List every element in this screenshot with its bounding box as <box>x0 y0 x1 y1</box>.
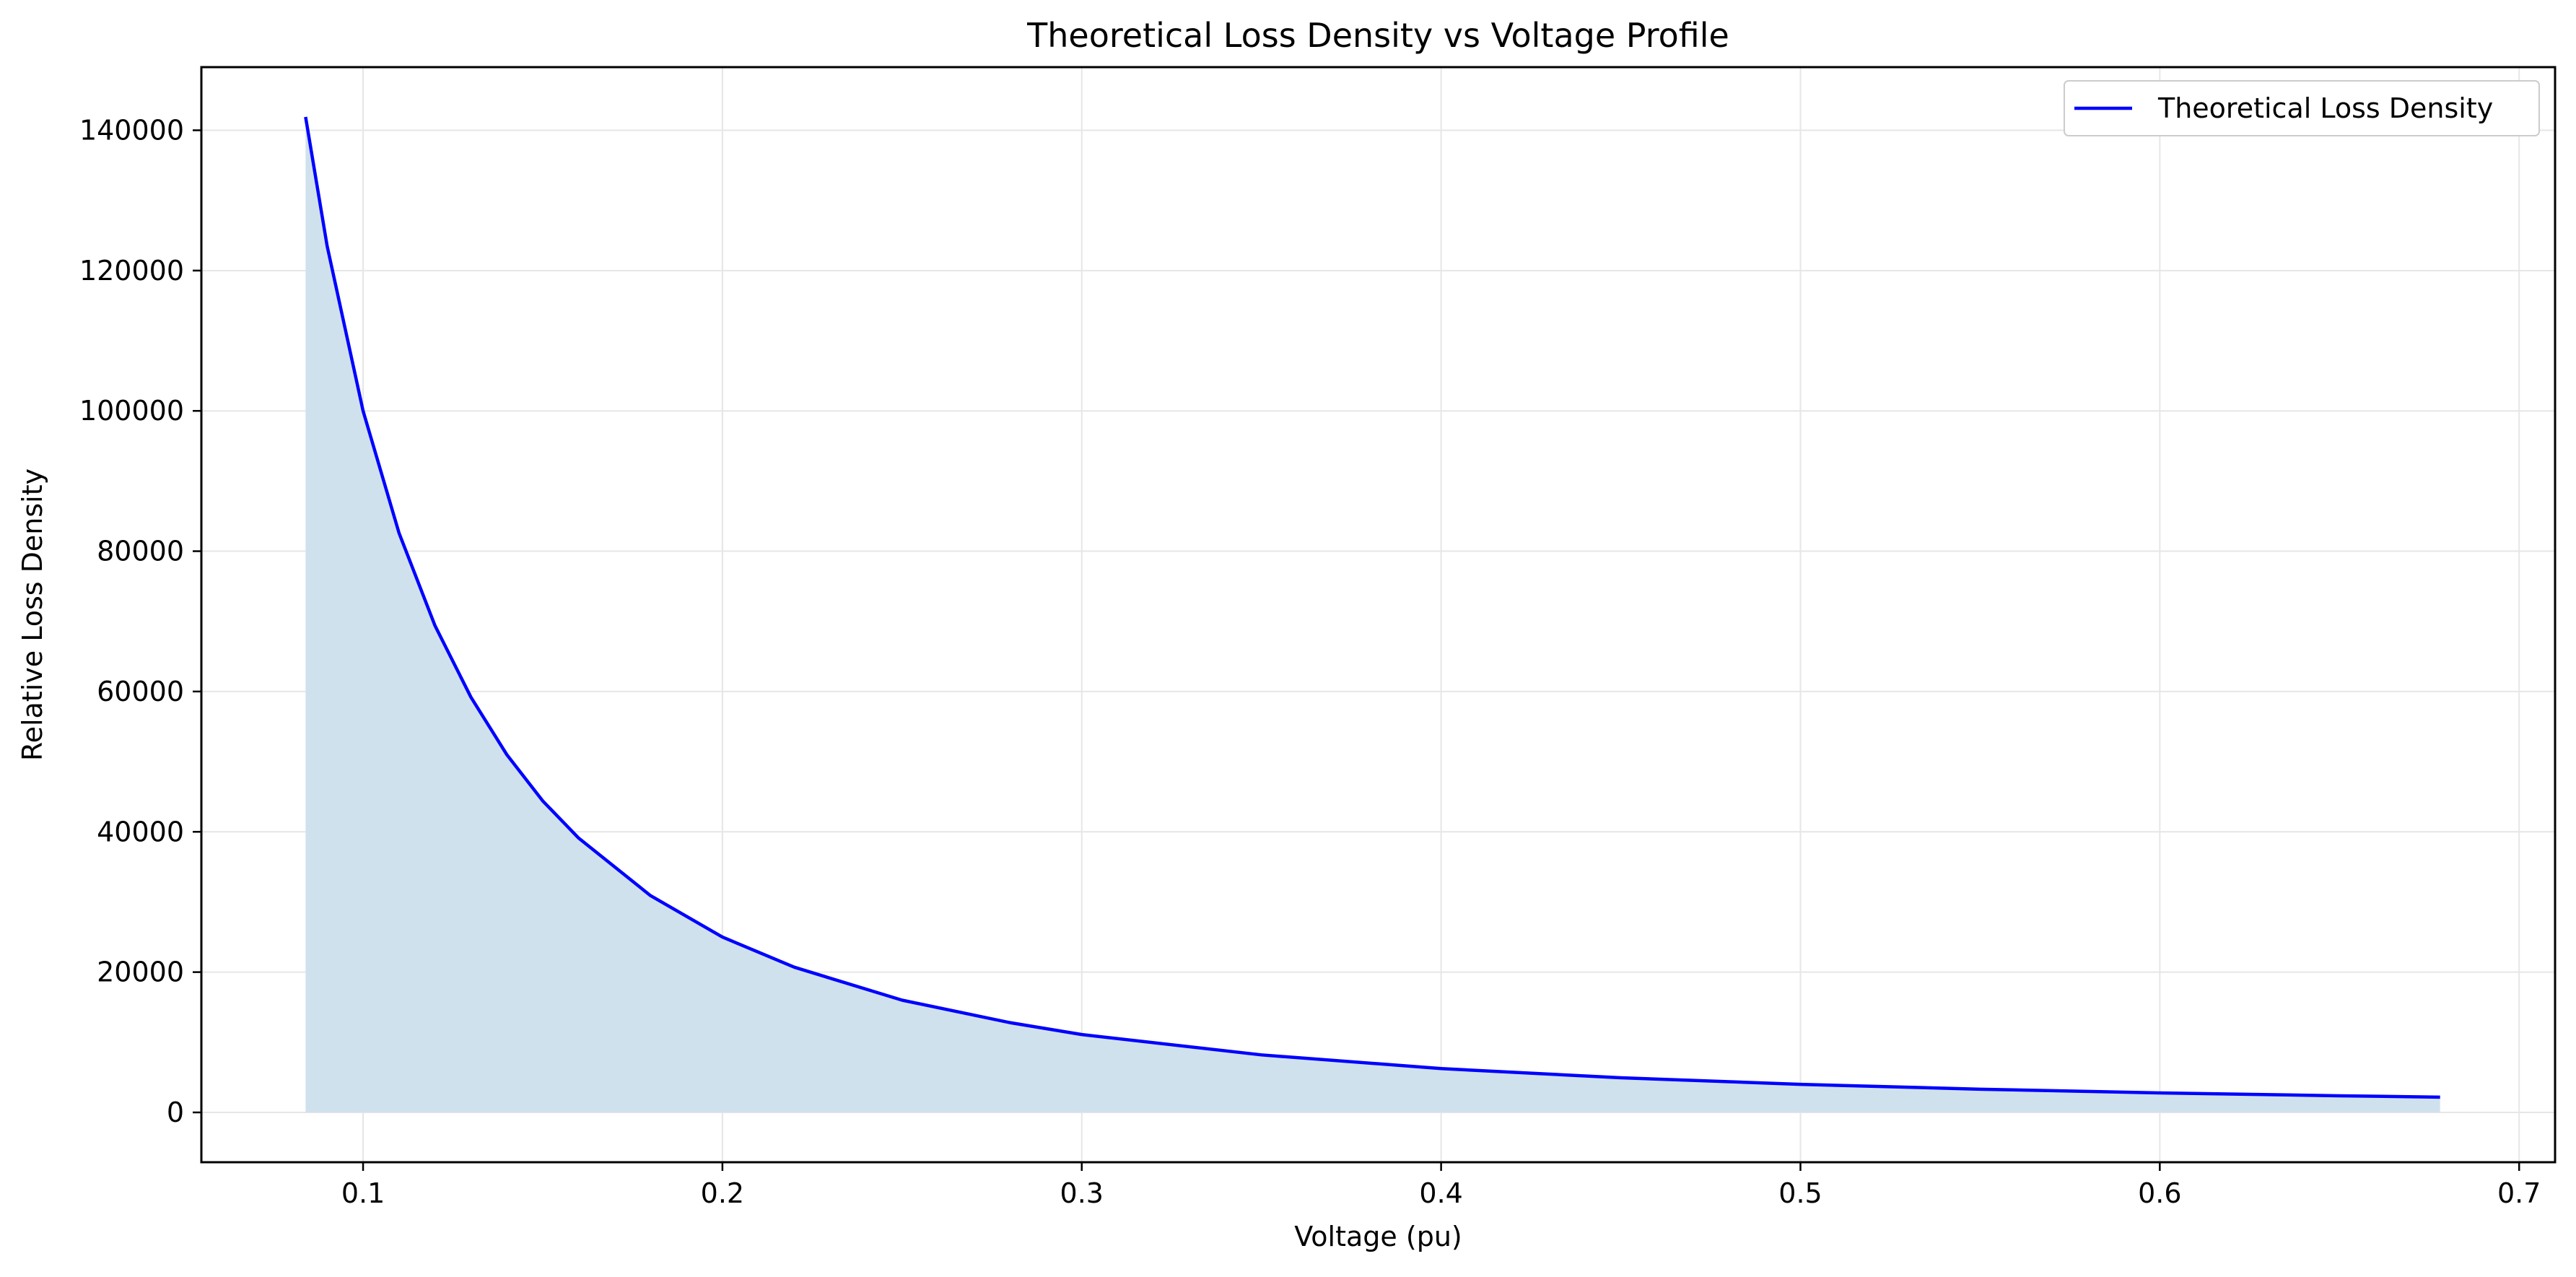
x-tick-label: 0.5 <box>1778 1177 1822 1209</box>
area-fill-layer <box>305 116 2440 1113</box>
legend: Theoretical Loss Density <box>2064 80 2540 136</box>
y-tick-label: 60000 <box>97 676 184 707</box>
y-tick-label: 140000 <box>79 114 184 146</box>
x-tick-label: 0.7 <box>2497 1177 2541 1209</box>
y-tick-label: 120000 <box>79 255 184 287</box>
legend-label: Theoretical Loss Density <box>2157 92 2493 124</box>
y-axis: 0 20000 40000 60000 80000 100000 120000 140000 <box>79 114 201 1128</box>
y-axis-title: Relative Loss Density <box>17 468 48 761</box>
x-tick-label: 0.2 <box>701 1177 744 1209</box>
y-tick-label: 20000 <box>97 956 184 988</box>
chart-title: Theoretical Loss Density vs Voltage Prof… <box>1026 16 1729 55</box>
x-tick-label: 0.3 <box>1060 1177 1104 1209</box>
area-fill <box>305 116 2440 1113</box>
y-tick-label: 100000 <box>79 395 184 427</box>
x-tick-label: 0.1 <box>341 1177 385 1209</box>
x-axis-title: Voltage (pu) <box>1294 1221 1462 1252</box>
x-tick-label: 0.4 <box>1419 1177 1462 1209</box>
legend-box <box>2064 80 2540 136</box>
x-tick-label: 0.6 <box>2138 1177 2181 1209</box>
x-axis: 0.1 0.2 0.3 0.4 0.5 0.6 0.7 <box>341 1162 2541 1209</box>
y-tick-label: 0 <box>167 1097 184 1128</box>
series-line-layer <box>304 116 2440 1099</box>
y-tick-label: 80000 <box>97 536 184 567</box>
series-line <box>304 116 2440 1099</box>
y-tick-label: 40000 <box>97 816 184 847</box>
plot-frame <box>200 66 2557 1164</box>
